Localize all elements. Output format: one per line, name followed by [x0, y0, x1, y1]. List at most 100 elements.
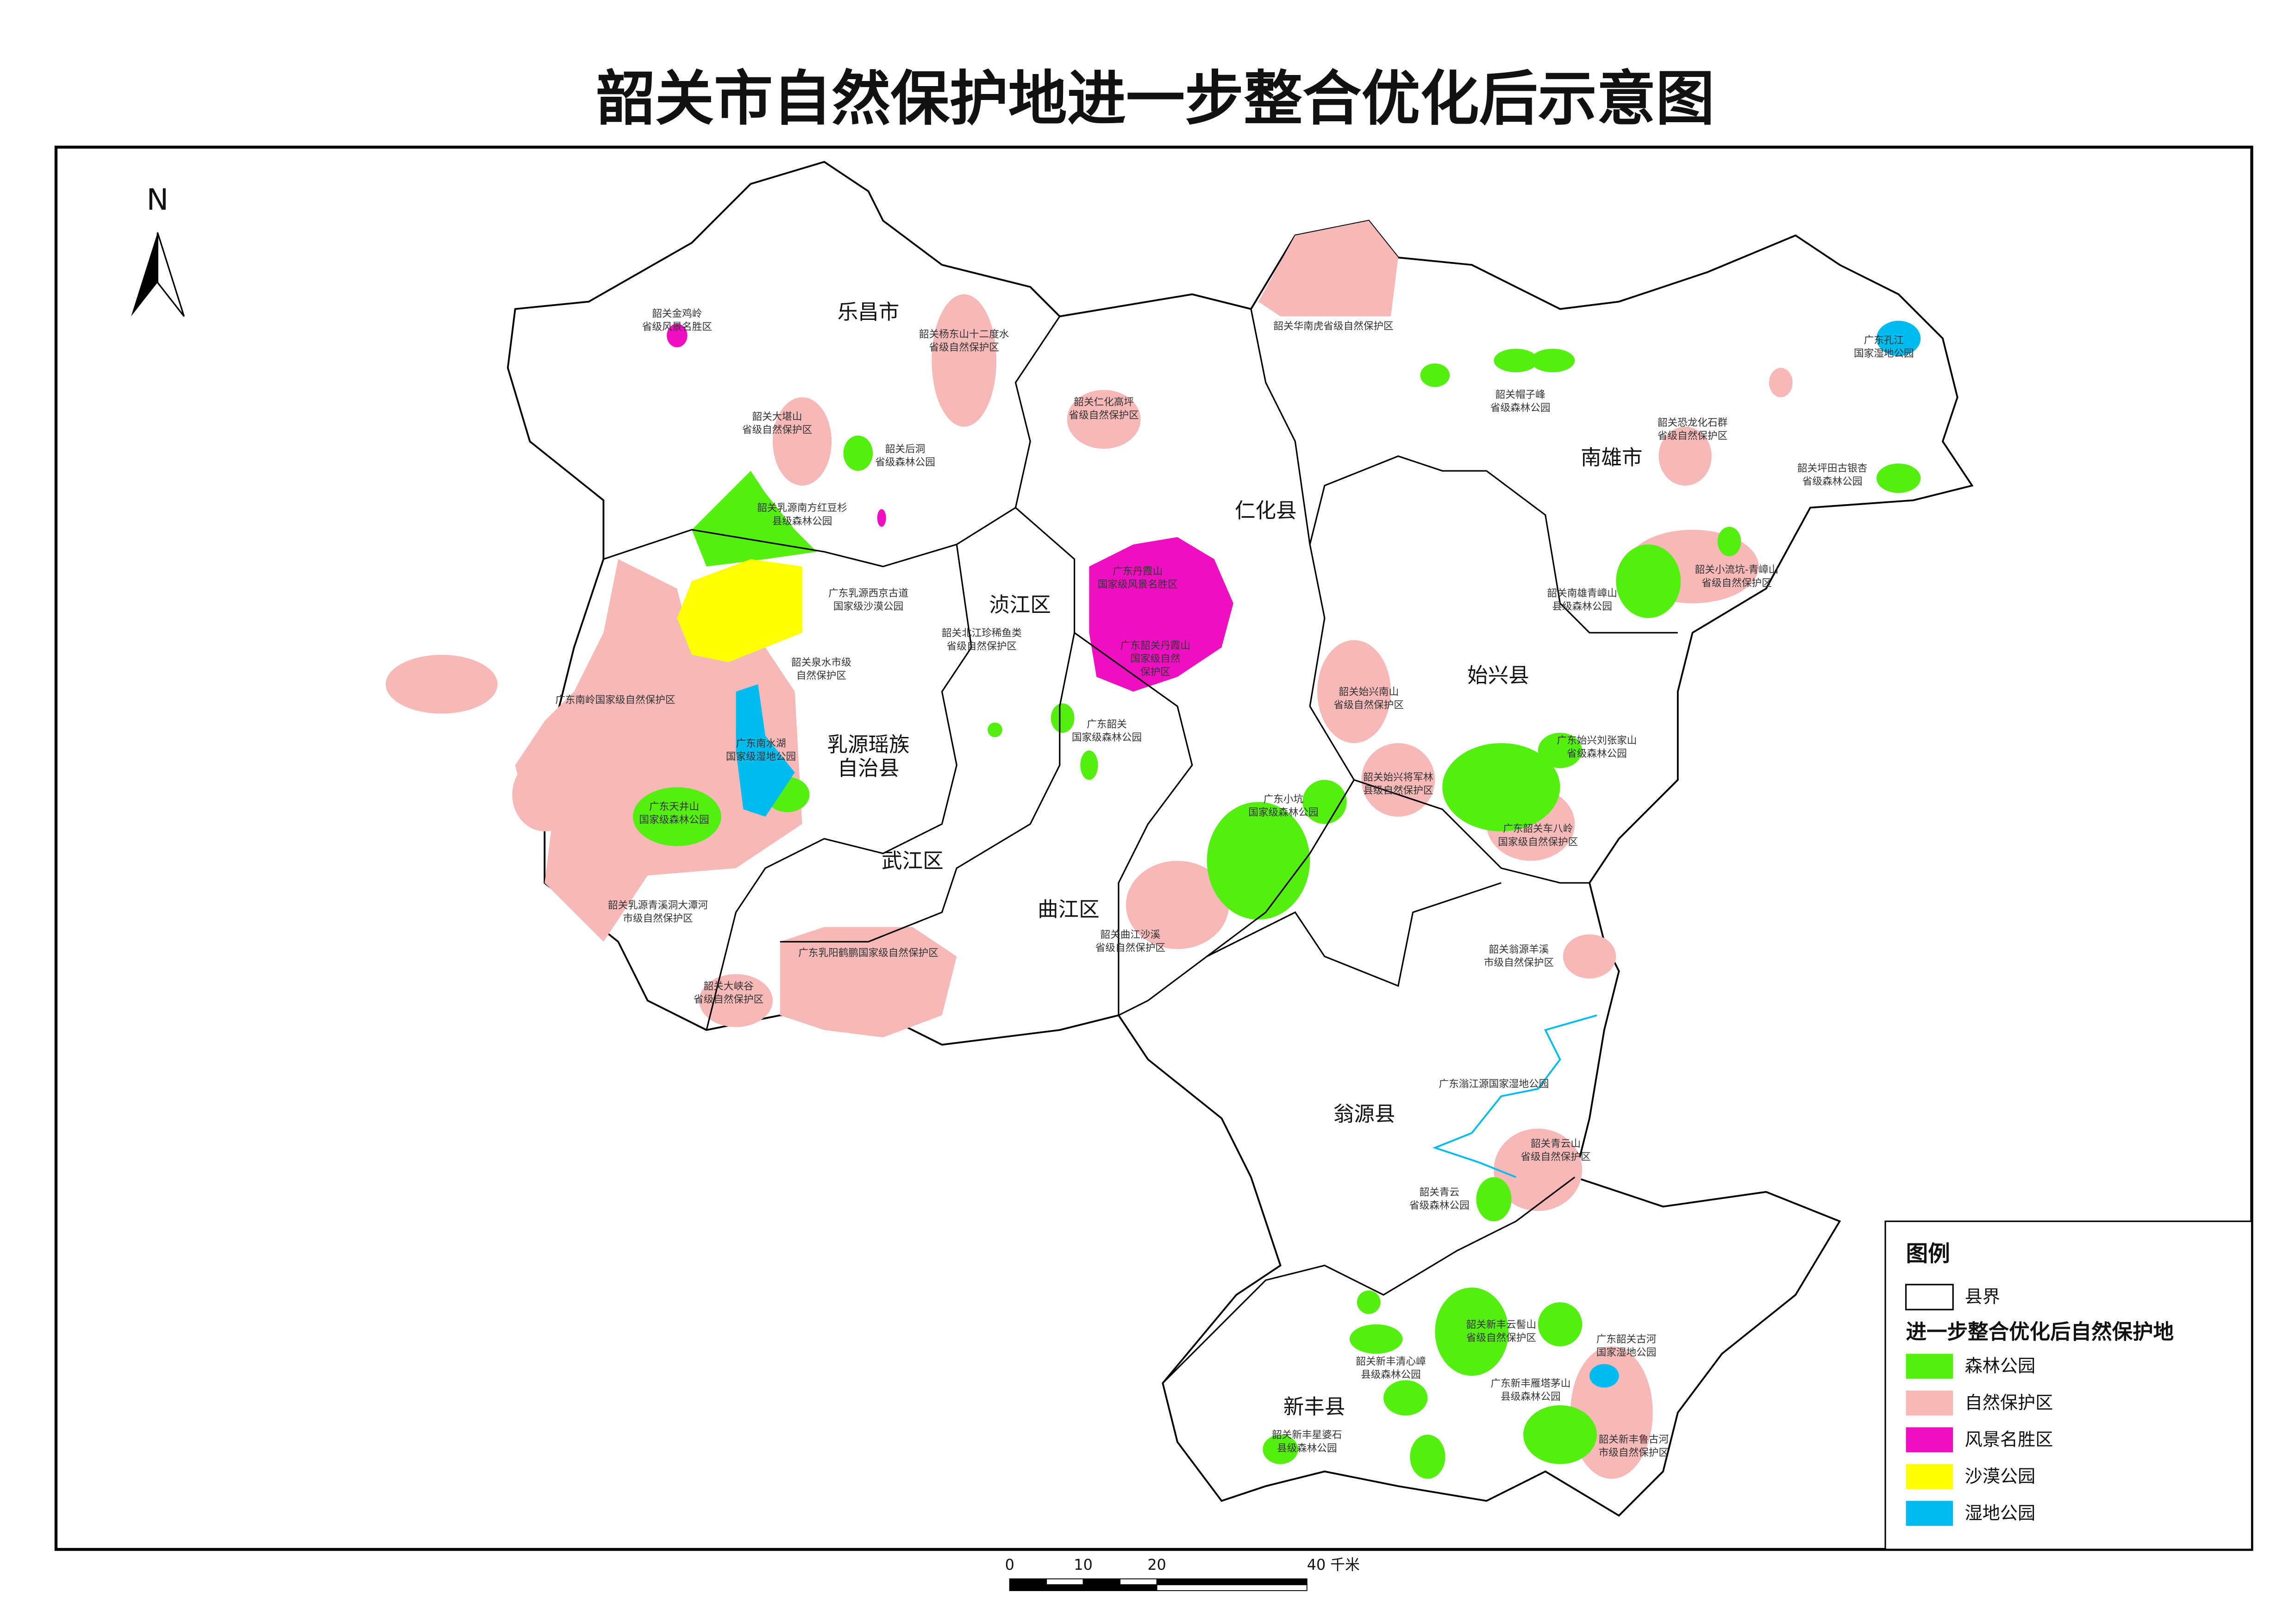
area-label: 韶关金鸡岭 [652, 308, 702, 320]
forest-park [1080, 750, 1098, 780]
scale-label: 40 千米 [1307, 1557, 1360, 1573]
area-label: 韶关新丰星婆石 [1272, 1429, 1342, 1441]
area-label: 广东滃江源国家湿地公园 [1439, 1079, 1549, 1090]
area-label: 市级自然保护区 [1484, 957, 1554, 968]
forest-park [1523, 1405, 1597, 1464]
area-label: 广东乳源西京古道 [828, 588, 908, 599]
forest-park [1442, 743, 1560, 831]
area-label: 韶关始兴南山 [1339, 687, 1399, 698]
area-label: 韶关恐龙化石群 [1658, 417, 1727, 429]
forest-park [1435, 1287, 1509, 1376]
county-line [1074, 632, 1193, 1016]
forest-park [1302, 780, 1347, 824]
area-label: 省级风景名胜区 [642, 321, 712, 333]
area-label: 省级自然保护区 [1702, 577, 1771, 589]
scale-segment [1009, 1578, 1047, 1586]
district-name: 浈江区 [989, 593, 1051, 617]
north-arrow-left [131, 232, 158, 317]
scenic-area [877, 509, 886, 527]
area-label: 省级自然保护区 [694, 994, 763, 1005]
nature-reserve [932, 294, 997, 427]
area-label: 县级森林公园 [1501, 1391, 1561, 1403]
county-line [1250, 309, 1311, 545]
area-label: 广东天井山 [649, 801, 699, 812]
area-label: 省级自然保护区 [1069, 410, 1139, 421]
area-label: 韶关乳源南方红豆杉 [757, 502, 847, 514]
forest-park [1538, 732, 1583, 768]
district-name: 仁化县 [1235, 499, 1297, 523]
area-label: 广东韶关车八岭 [1503, 823, 1573, 835]
area-label: 市级自然保护区 [623, 913, 693, 924]
area-label: 韶关曲江沙溪 [1101, 929, 1161, 941]
county-boundaries [603, 309, 1678, 1384]
area-label: 广东丹霞山 [1113, 566, 1163, 577]
forest-park [1357, 1290, 1381, 1314]
area-label: 市级自然保护区 [1599, 1447, 1669, 1459]
area-label: 广东始兴刘张家山 [1557, 735, 1637, 746]
area-label: 县级森林公园 [1361, 1369, 1421, 1380]
scale-label: 20 [1147, 1557, 1166, 1573]
protected-areas [385, 220, 1921, 1479]
district-name: 武江区 [882, 849, 944, 873]
area-label: 韶关后洞 [885, 443, 925, 455]
wetland-park [1876, 320, 1921, 356]
scale-bar: 0 10 20 40 千米 [1005, 1557, 1360, 1592]
legend-swatch [1906, 1354, 1953, 1379]
area-label: 韶关青云 [1420, 1186, 1459, 1198]
legend-boundary-label: 县界 [1965, 1286, 2000, 1307]
area-label: 省级森林公园 [1490, 402, 1551, 414]
county-line [1118, 544, 1355, 1016]
area-label: 广东小坑 [1264, 794, 1303, 805]
forest-park [1494, 349, 1538, 373]
area-label: 韶关乳源青溪洞大潭河 [608, 899, 708, 911]
area-label: 国家湿地公园 [1854, 348, 1914, 359]
scale-segment [1156, 1578, 1308, 1586]
wetland-park [1589, 1364, 1619, 1388]
scale-segment [1120, 1578, 1157, 1586]
area-label: 保护区 [1140, 667, 1170, 678]
area-label: 韶关青云山 [1531, 1138, 1581, 1149]
area-label: 国家级自然保护区 [1498, 836, 1578, 848]
forest-park [843, 435, 873, 471]
area-label: 国家湿地公园 [1596, 1347, 1657, 1359]
area-label: 广东南岭国家级自然保护区 [555, 694, 675, 706]
forest-park [1420, 363, 1450, 387]
area-label: 省级自然保护区 [929, 342, 999, 354]
nature-reserve [1258, 220, 1398, 317]
forest-park [988, 722, 1002, 737]
north-label: N [147, 182, 169, 217]
area-label: 广东南水湖 [736, 738, 786, 749]
nature-reserve [1769, 368, 1793, 398]
area-label: 国家级森林公园 [639, 814, 709, 826]
area-label: 韶关新丰云髻山 [1466, 1319, 1536, 1330]
nature-reserve [772, 397, 832, 486]
area-label: 韶关仁化高坪 [1074, 396, 1134, 408]
forest-park [1476, 1177, 1512, 1222]
nature-reserve [1361, 743, 1435, 817]
county-line [780, 507, 1076, 943]
forest-park [1717, 526, 1741, 556]
area-label: 省级森林公园 [1802, 476, 1863, 487]
district-name: 翁源县 [1333, 1102, 1395, 1126]
desert-park [677, 559, 802, 662]
area-label: 韶关坪田古银杏 [1797, 462, 1867, 474]
area-label: 省级自然保护区 [1658, 430, 1727, 442]
legend-boundary-swatch [1905, 1284, 1954, 1311]
north-arrow: N [131, 182, 185, 317]
district-name: 曲江区 [1038, 898, 1100, 922]
district-name: 新丰县 [1283, 1395, 1345, 1419]
forest-park [1051, 703, 1075, 733]
forest-park [632, 787, 721, 846]
area-label: 韶关新丰清心嶂 [1356, 1356, 1426, 1367]
area-label: 省级自然保护区 [1334, 699, 1404, 711]
forest-park [1410, 1435, 1445, 1479]
legend: 图例 县界 进一步整合优化后自然保护地 森林公园自然保护区风景名胜区沙漠公园湿地… [1884, 1220, 2253, 1550]
legend-subtitle: 进一步整合优化后自然保护地 [1906, 1320, 2174, 1344]
nature-reserve [512, 757, 577, 831]
area-label: 广东韶关古河 [1596, 1334, 1657, 1345]
area-label: 广东孔江 [1864, 335, 1904, 346]
area-label: 国家级湿地公园 [726, 751, 796, 762]
